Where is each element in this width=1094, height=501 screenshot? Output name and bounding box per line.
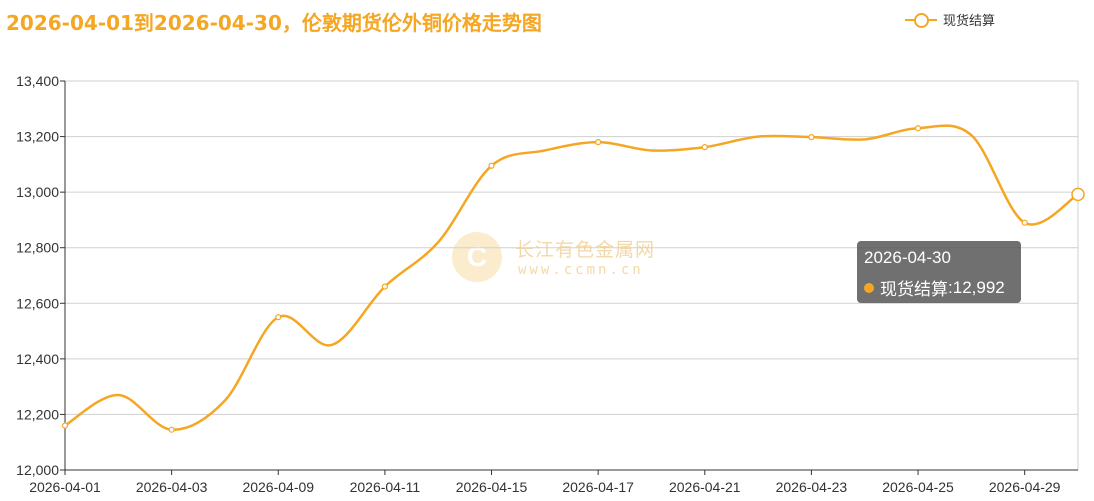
x-tick-label: 2026-04-29	[989, 479, 1061, 495]
tooltip-row: 现货结算 : 12,992	[864, 275, 1005, 300]
x-tick-label: 2026-04-15	[456, 479, 528, 495]
data-point	[275, 314, 282, 321]
data-point	[488, 162, 495, 169]
watermark-text: 长江有色金属网	[515, 239, 656, 261]
x-tick-label: 2026-04-17	[562, 479, 634, 495]
y-tick-label: 12,400	[16, 351, 59, 367]
x-tick-label: 2026-04-25	[882, 479, 954, 495]
data-point	[61, 422, 69, 429]
grid-lines	[65, 80, 1079, 470]
tooltip-value: 12,992	[952, 277, 1005, 297]
y-tick-label: 12,200	[16, 406, 59, 422]
y-tick-label: 12,800	[16, 240, 59, 256]
y-tick-labels: 12,000 12,200 12,400 12,600 12,800 13,000 13,2…	[16, 73, 59, 478]
x-tick-label: 2026-04-03	[136, 479, 208, 495]
chart-title: 2026-04-01到2026-04-30，伦敦期货伦外铜价格走势图	[6, 11, 542, 35]
series-dot-icon	[864, 282, 874, 293]
data-point	[914, 125, 922, 132]
tooltip-separator: :	[948, 277, 953, 297]
data-point	[595, 139, 602, 146]
x-tick-labels: 2026-04-01 2026-04-03 2026-04-09 2026-04-11…	[29, 479, 1061, 495]
y-tick-label: 13,000	[16, 184, 59, 200]
data-point	[381, 283, 388, 290]
y-tick-label: 12,600	[16, 295, 59, 311]
x-tick-label: 2026-04-21	[669, 479, 741, 495]
data-point	[808, 134, 815, 141]
data-point	[701, 144, 708, 151]
watermark-logo: C	[452, 232, 502, 282]
data-points	[61, 125, 1085, 433]
axes	[60, 80, 1078, 475]
circle-line-icon	[905, 12, 937, 28]
x-tick-label: 2026-04-01	[29, 479, 101, 495]
legend[interactable]: 现货结算	[905, 10, 995, 29]
y-tick-label: 12,000	[16, 462, 59, 478]
watermark-url: www.ccmn.cn	[518, 262, 644, 278]
x-tick-label: 2026-04-23	[776, 479, 848, 495]
x-tick-label: 2026-04-11	[350, 479, 421, 495]
tooltip-series-name: 现货结算	[880, 280, 948, 299]
x-tick-label: 2026-04-09	[242, 479, 314, 495]
data-point	[1021, 219, 1028, 226]
data-point-highlighted	[1071, 187, 1085, 202]
y-tick-label: 13,400	[16, 73, 59, 89]
data-point	[168, 426, 175, 433]
tooltip-date: 2026-04-30	[864, 248, 951, 267]
y-tick-label: 13,200	[16, 129, 59, 145]
tooltip: 2026-04-30 现货结算 : 12,992	[857, 241, 1021, 303]
legend-label: 现货结算	[943, 14, 996, 29]
